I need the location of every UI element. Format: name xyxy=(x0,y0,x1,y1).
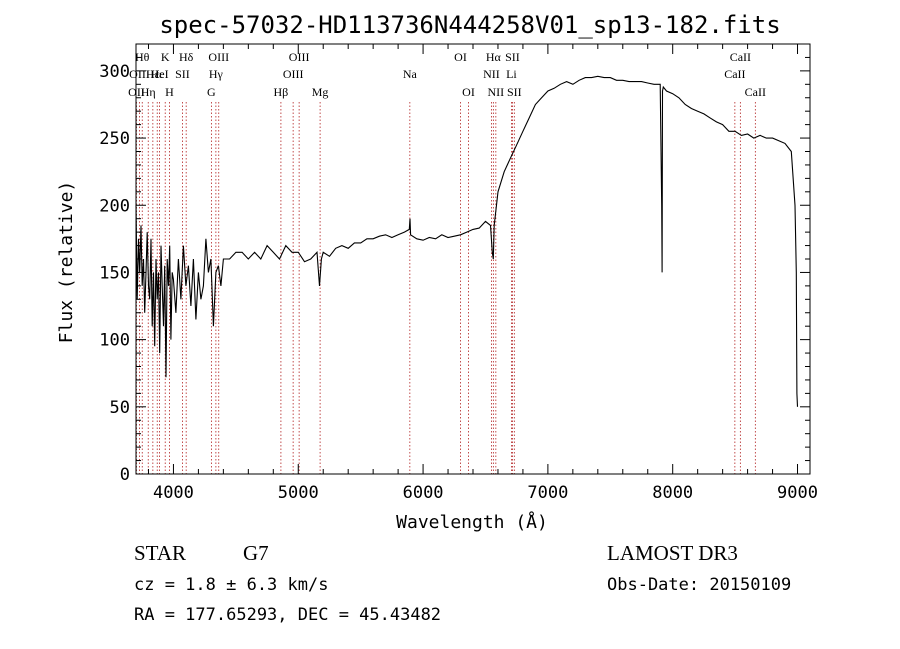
x-tick-label-1: 5000 xyxy=(278,483,319,503)
x-axis-ticks: 4000 5000 6000 7000 8000 9000 xyxy=(147,44,818,503)
line-marker-label-14: Hβ xyxy=(274,85,289,99)
object-class: STAR xyxy=(134,541,186,565)
line-marker-label-12: Hγ xyxy=(209,67,224,81)
line-marker-label-22: Hα xyxy=(486,50,502,64)
line-marker-label-16: OIII xyxy=(289,50,310,64)
line-marker-label-13: OIII xyxy=(208,50,229,64)
redshift-cz: cz = 1.8 ± 6.3 km/s xyxy=(134,575,328,595)
line-marker-label-28: CaII xyxy=(730,50,751,64)
x-tick-label-0: 4000 xyxy=(153,483,194,503)
plot-frame xyxy=(135,43,811,475)
x-axis-label: Wavelength (Å) xyxy=(396,511,548,533)
line-marker-label-8: H xyxy=(165,85,174,99)
line-marker-label-27: CaII xyxy=(724,67,745,81)
x-tick-label-2: 6000 xyxy=(403,483,444,503)
line-marker-label-3: Hη xyxy=(141,85,156,99)
line-marker-label-11: G xyxy=(207,85,216,99)
y-axis-label: Flux (relative) xyxy=(56,181,77,344)
line-marker-label-15: OIII xyxy=(283,67,304,81)
line-marker-label-29: CaII xyxy=(745,85,766,99)
spectrum-line xyxy=(135,75,799,407)
object-subclass: G7 xyxy=(243,541,269,565)
line-marker-label-7: K xyxy=(161,50,170,64)
y-tick-label-6: 300 xyxy=(99,62,130,82)
survey-name: LAMOST DR3 xyxy=(607,541,738,565)
line-marker-label-21: NII xyxy=(483,67,500,81)
line-marker-label-20: OI xyxy=(462,85,475,99)
line-marker-label-26: SII xyxy=(507,85,522,99)
line-marker-labels: OIIOIIIHθHηHεHεHeIKHSIIHδGHγOIIIHβOIIIOI… xyxy=(128,50,766,99)
line-marker-label-18: Na xyxy=(403,67,418,81)
line-marker-label-24: Li xyxy=(506,67,517,81)
chart-title: spec-57032-HD113736N444258V01_sp13-182.f… xyxy=(159,11,780,39)
x-tick-label-4: 8000 xyxy=(652,483,693,503)
y-tick-label-5: 250 xyxy=(99,129,130,149)
line-marker-label-9: SII xyxy=(175,67,190,81)
x-tick-label-5: 9000 xyxy=(777,483,818,503)
line-marker-label-17: Mg xyxy=(312,85,329,99)
y-tick-label-4: 200 xyxy=(99,196,130,216)
line-marker-label-23: NII xyxy=(488,85,505,99)
x-tick-label-3: 7000 xyxy=(527,483,568,503)
line-marker-label-4: Hε xyxy=(146,67,160,81)
y-axis-ticks: 0 50 100 150 200 250 300 xyxy=(99,56,810,485)
y-tick-label-3: 150 xyxy=(99,263,130,283)
y-tick-label-0: 0 xyxy=(120,465,130,485)
line-marker-label-10: Hδ xyxy=(179,50,194,64)
line-marker-label-6: HeI xyxy=(151,67,169,81)
line-marker-label-19: OI xyxy=(454,50,467,64)
line-marker-label-2: Hθ xyxy=(135,50,150,64)
line-marker-label-25: SII xyxy=(505,50,520,64)
y-tick-label-2: 100 xyxy=(99,331,130,351)
line-marker-label-5: Hε xyxy=(150,67,164,81)
coordinates: RA = 177.65293, DEC = 45.43482 xyxy=(134,605,441,625)
y-tick-label-1: 50 xyxy=(110,398,130,418)
observation-date: Obs-Date: 20150109 xyxy=(607,575,791,595)
